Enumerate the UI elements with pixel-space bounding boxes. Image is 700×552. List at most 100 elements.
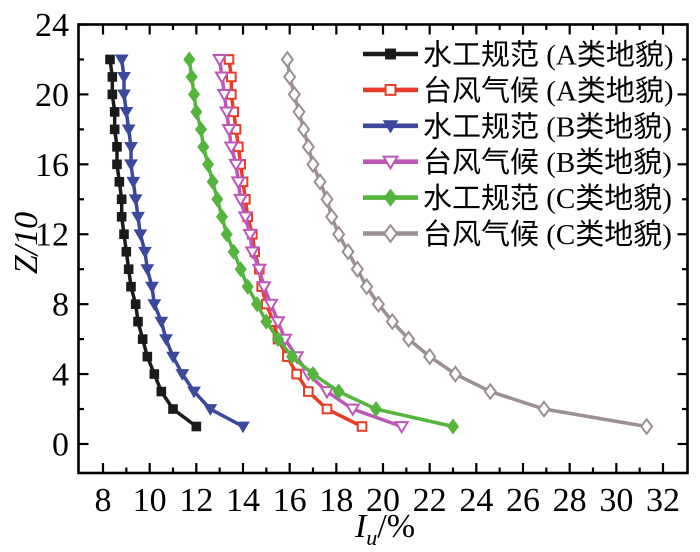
open-triangle-down-marker: [251, 263, 268, 277]
solid-triangle-down-marker: [382, 120, 399, 134]
x-tick-label: 16: [273, 482, 307, 519]
open-diamond-marker: [483, 382, 497, 401]
x-tick-label: 22: [413, 482, 447, 519]
open-triangle-down-marker: [211, 54, 228, 68]
open-square-marker: [384, 83, 397, 96]
legend-item-1: 台风气候 (A类地貌): [363, 74, 674, 107]
x-axis-title: Iu/%: [355, 508, 415, 548]
series-line: [119, 57, 245, 429]
open-diamond-marker: [371, 295, 385, 314]
solid-diamond-marker: [271, 331, 285, 348]
solid-triangle-down-marker: [117, 89, 131, 102]
open-diamond-marker: [292, 103, 306, 121]
series-4: [183, 51, 460, 435]
solid-triangle-down-marker: [131, 211, 145, 224]
y-tick-label: 20: [35, 77, 69, 114]
series-line: [227, 57, 364, 429]
y-tick-label: 8: [52, 287, 69, 324]
x-tick-label: 10: [133, 482, 167, 519]
solid-square-marker: [105, 54, 115, 65]
solid-diamond-marker: [234, 261, 247, 278]
open-triangle-down-marker: [263, 298, 279, 312]
x-tick-label: 18: [319, 482, 353, 519]
x-axis-title-subscript: u: [366, 524, 378, 550]
y-tick-label: 4: [52, 357, 69, 394]
open-triangle-down-marker: [393, 421, 410, 435]
legend-item-2: 水工规范 (B类地貌): [363, 110, 672, 143]
x-tick-label: 12: [179, 482, 213, 519]
open-diamond-marker: [287, 85, 301, 104]
open-diamond-marker: [537, 400, 551, 418]
open-diamond-marker: [423, 347, 437, 366]
solid-square-marker: [107, 89, 118, 100]
solid-triangle-down-marker: [121, 124, 136, 137]
solid-square-marker: [126, 281, 136, 292]
open-triangle-down-marker: [242, 228, 258, 243]
legend-label: 台风气候 (B类地貌): [423, 146, 672, 179]
solid-diamond-marker: [306, 366, 320, 383]
solid-triangle-down-marker: [147, 299, 162, 311]
open-diamond-marker: [385, 312, 399, 331]
solid-triangle-down-marker: [187, 386, 201, 399]
y-tick-label: 24: [35, 7, 69, 44]
legend-item-5: 台风气候 (C类地貌): [363, 218, 672, 251]
legend-item-4: 水工规范 (C类地貌): [363, 182, 672, 215]
open-diamond-marker: [341, 242, 355, 261]
solid-triangle-down-marker: [114, 54, 129, 67]
open-triangle-down-marker: [244, 246, 261, 260]
legend-item-0: 水工规范 (A类地貌): [363, 39, 674, 72]
solid-diamond-marker: [383, 188, 398, 207]
open-diamond-marker: [332, 225, 346, 244]
open-triangle-down-marker: [344, 403, 361, 417]
legend-label: 水工规范 (A类地貌): [423, 39, 674, 72]
series-2: [114, 54, 250, 434]
solid-triangle-down-marker: [133, 229, 148, 242]
solid-square-marker: [116, 194, 127, 205]
solid-square-marker: [114, 177, 125, 187]
series-0: [105, 54, 202, 432]
solid-triangle-down-marker: [138, 246, 152, 259]
open-diamond-marker: [350, 260, 364, 279]
solid-diamond-marker: [194, 121, 208, 138]
solid-square-marker: [116, 211, 127, 222]
solid-square-marker: [130, 299, 141, 309]
legend: 水工规范 (A类地貌)台风气候 (A类地貌)水工规范 (B类地貌)台风气候 (B…: [363, 39, 674, 251]
open-square-marker: [321, 403, 333, 415]
open-triangle-down-marker: [230, 176, 247, 190]
solid-diamond-marker: [260, 313, 273, 330]
open-triangle-down-marker: [237, 211, 254, 225]
solid-triangle-down-marker: [166, 351, 180, 364]
open-triangle-down-marker: [228, 158, 244, 173]
open-triangle-down-marker: [218, 106, 235, 120]
series-5: [280, 50, 654, 436]
open-triangle-down-marker: [381, 155, 400, 171]
y-axis-title: Z/10: [8, 212, 46, 274]
y-tick-label: 16: [35, 147, 69, 184]
open-triangle-down-marker: [221, 123, 237, 138]
solid-square-marker: [149, 369, 160, 379]
solid-square-marker: [191, 421, 202, 432]
solid-square-marker: [112, 159, 122, 170]
solid-diamond-marker: [197, 138, 210, 155]
open-diamond-marker: [306, 155, 320, 174]
solid-diamond-marker: [185, 68, 198, 85]
solid-triangle-down-marker: [124, 141, 138, 154]
solid-diamond-marker: [369, 400, 383, 418]
open-triangle-down-marker: [223, 141, 240, 155]
solid-diamond-marker: [201, 156, 215, 173]
solid-triangle-down-marker: [145, 281, 159, 294]
solid-square-marker: [168, 404, 178, 414]
solid-triangle-down-marker: [128, 194, 143, 207]
open-diamond-marker: [301, 137, 315, 156]
open-square-marker: [223, 54, 235, 65]
open-square-marker: [303, 386, 314, 397]
series-line: [108, 57, 199, 429]
solid-triangle-down-marker: [126, 176, 141, 189]
open-diamond-marker: [448, 365, 462, 383]
open-diamond-marker: [402, 330, 416, 348]
solid-diamond-marker: [227, 243, 240, 260]
open-square-marker: [356, 421, 368, 432]
solid-diamond-marker: [215, 208, 229, 225]
